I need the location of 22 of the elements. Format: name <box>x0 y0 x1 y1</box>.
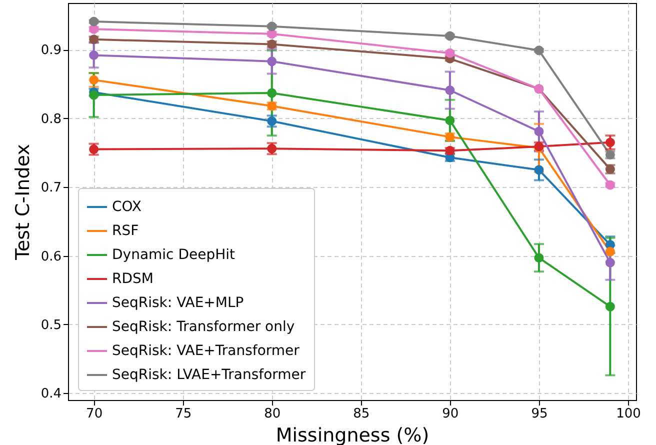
y-tick-label: 0.6 <box>40 249 62 264</box>
legend-label: SeqRisk: VAE+Transformer <box>112 343 300 359</box>
y-tick-label: 0.9 <box>40 43 62 58</box>
y-tick-label: 0.7 <box>40 180 62 196</box>
y-tick-label: 0.4 <box>40 386 62 402</box>
x-tick-label: 100 <box>616 406 641 422</box>
legend-label: RDSM <box>112 271 154 287</box>
y-tick-label: 0.8 <box>40 112 62 127</box>
legend-label: COX <box>112 199 142 215</box>
legend-label: SeqRisk: VAE+MLP <box>112 295 244 311</box>
x-tick-label: 85 <box>353 406 370 422</box>
x-tick-label: 75 <box>175 406 192 422</box>
legend-label: Dynamic DeepHit <box>112 247 236 263</box>
y-axis-title: Test C-Index <box>12 144 34 261</box>
y-tick-label: 0.5 <box>40 318 62 333</box>
x-tick-label: 80 <box>264 406 281 422</box>
legend-label: SeqRisk: LVAE+Transformer <box>112 367 306 383</box>
legend-label: SeqRisk: Transformer only <box>112 319 295 335</box>
x-tick-label: 90 <box>442 406 459 422</box>
x-tick-label: 70 <box>86 406 103 422</box>
x-tick-label: 95 <box>531 406 548 422</box>
legend-label: RSF <box>112 223 139 239</box>
